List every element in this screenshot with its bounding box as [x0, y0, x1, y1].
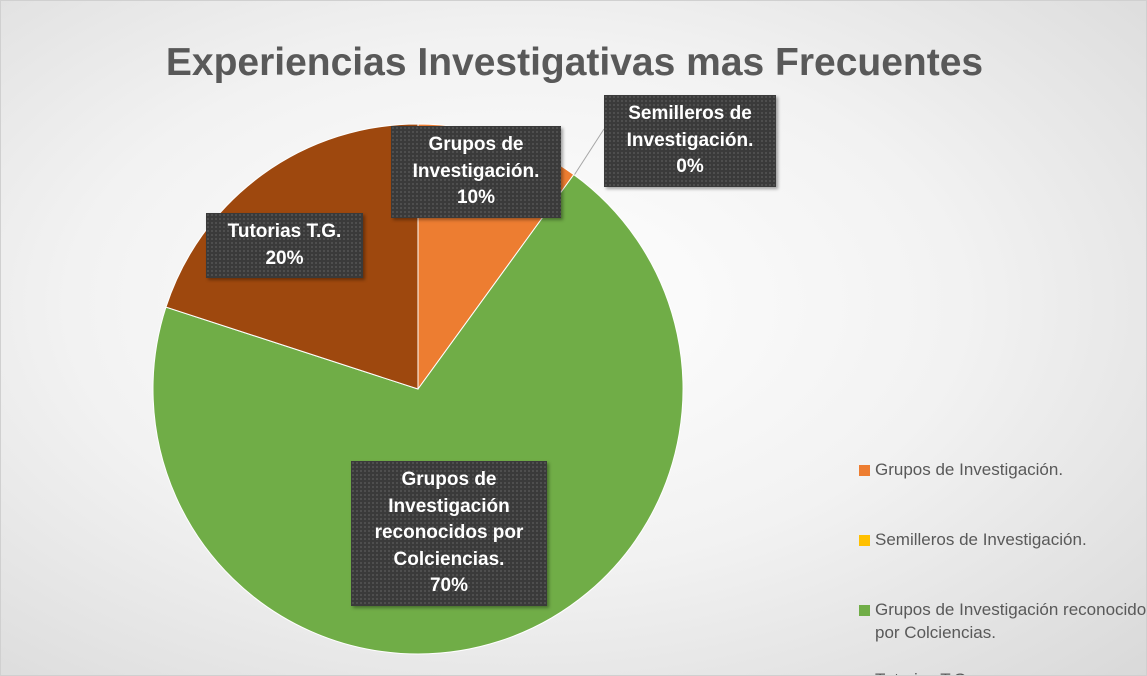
legend-label: Semilleros de Investigación. [875, 530, 1087, 549]
data-label: Grupos de Investigación reconocidos por … [351, 461, 547, 606]
legend-entry: Grupos de Investigación reconocidos por … [859, 599, 1147, 645]
legend-label: Grupos de Investigación. [875, 460, 1064, 479]
data-label: Semilleros de Investigación. 0% [604, 95, 776, 187]
legend-entry: Tutorias T.G. [859, 669, 1146, 675]
data-label-value: 0% [676, 156, 704, 178]
data-label-value: 20% [265, 247, 304, 269]
legend-swatch [859, 465, 870, 476]
legend-entry: Semilleros de Investigación. [859, 529, 1146, 552]
data-label-value: 10% [456, 187, 496, 209]
legend-label: Grupos de Investigación reconocidos por … [875, 600, 1147, 642]
leader-line [572, 128, 605, 178]
legend-swatch [859, 535, 870, 546]
data-label: Grupos de Investigación. 10% [391, 126, 561, 218]
data-label-category: Grupos de Investigación. [412, 134, 540, 182]
data-label-category: Semilleros de Investigación. [626, 103, 754, 151]
legend-label: Tutorias T.G. [859, 669, 1146, 675]
data-label-category: Grupos de Investigación reconocidos por … [374, 469, 524, 570]
legend-swatch [859, 605, 870, 616]
pie-slice [152, 173, 684, 655]
chart-title: Experiencias Investigativas mas Frecuent… [165, 41, 984, 84]
data-label: Tutorias T.G. 20% [206, 213, 363, 279]
data-label-value: 70% [429, 575, 469, 597]
data-label-category: Tutorias T.G. [227, 221, 342, 242]
legend-entry: Grupos de Investigación. [859, 459, 1146, 482]
